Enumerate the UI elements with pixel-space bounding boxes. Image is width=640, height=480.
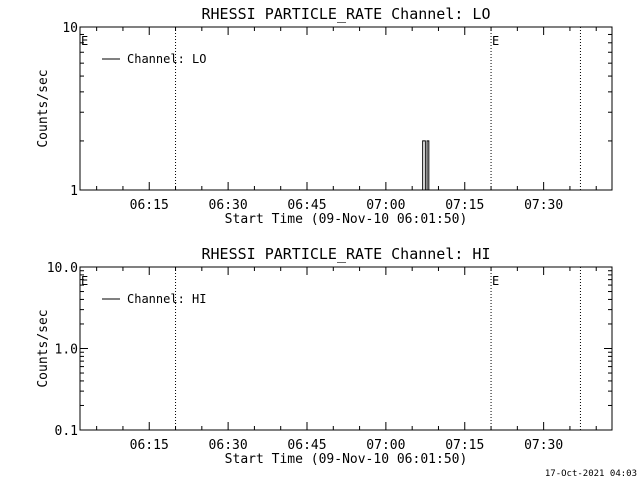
x-tick-label: 07:30 xyxy=(524,198,563,213)
legend-label: Channel: HI xyxy=(127,292,206,306)
x-tick-label: 06:45 xyxy=(287,198,326,213)
x-tick-label: 07:00 xyxy=(366,438,405,453)
plot-frame xyxy=(79,26,613,191)
chart-legend: Channel: LO xyxy=(102,52,206,66)
chart-panel-1: RHESSI PARTICLE_RATE Channel: LO 10 1 Count… xyxy=(36,5,613,227)
x-tick-label: 06:30 xyxy=(209,198,248,213)
x-axis-label: Start Time (09-Nov-10 06:01:50) xyxy=(225,212,468,227)
y-tick-label: 10.0 xyxy=(47,261,78,276)
chart-legend: Channel: HI xyxy=(102,292,206,306)
x-tick-label: 06:15 xyxy=(130,438,169,453)
event-marker-label: E xyxy=(81,274,88,288)
chart-title: RHESSI PARTICLE_RATE Channel: HI xyxy=(202,245,491,263)
event-marker-label: E xyxy=(81,34,88,48)
x-tick-label: 06:30 xyxy=(209,438,248,453)
x-tick-label: 07:15 xyxy=(445,198,484,213)
y-tick-label: 1.0 xyxy=(55,343,78,358)
x-tick-label: 07:30 xyxy=(524,438,563,453)
x-tick-label: 06:45 xyxy=(287,438,326,453)
y-tick-label: 1 xyxy=(70,184,78,199)
footer-timestamp: 17-Oct-2021 04:03 xyxy=(545,469,637,479)
data-series-line xyxy=(421,140,432,191)
y-axis-label: Counts/sec xyxy=(36,309,51,387)
y-tick-label: 10 xyxy=(62,21,78,36)
x-tick-label: 07:15 xyxy=(445,438,484,453)
event-marker-label: E xyxy=(492,274,499,288)
legend-label: Channel: LO xyxy=(127,52,206,66)
y-tick-label: 0.1 xyxy=(55,424,78,439)
x-axis-label: Start Time (09-Nov-10 06:01:50) xyxy=(225,452,468,467)
x-tick-label: 06:15 xyxy=(130,198,169,213)
chart-panel-2: RHESSI PARTICLE_RATE Channel: HI 10.0 1.0 0… xyxy=(36,245,613,467)
x-tick-label: 07:00 xyxy=(366,198,405,213)
chart-title: RHESSI PARTICLE_RATE Channel: LO xyxy=(202,5,491,23)
event-marker-label: E xyxy=(492,34,499,48)
y-axis-label: Counts/sec xyxy=(36,69,51,147)
